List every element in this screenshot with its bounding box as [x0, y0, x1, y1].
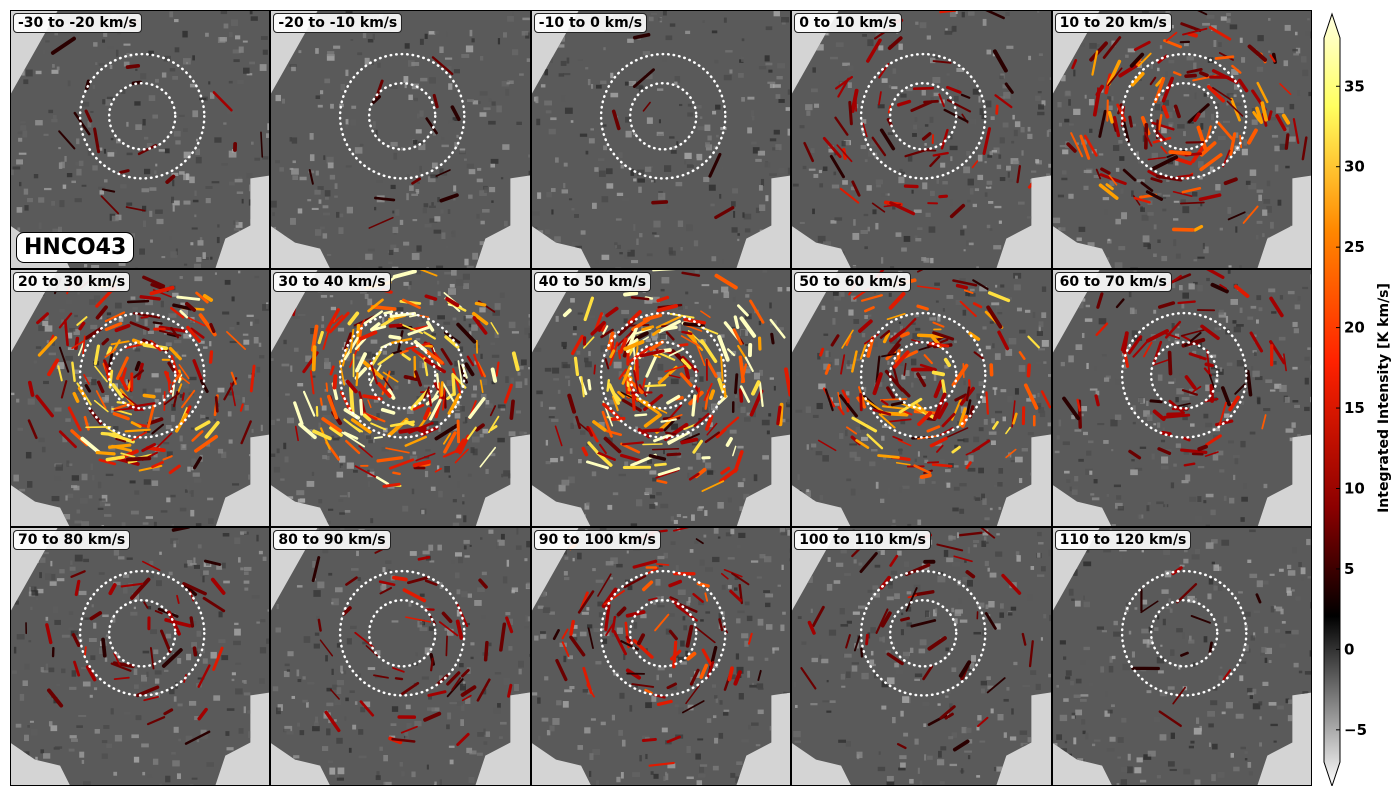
intensity-map [530, 268, 792, 528]
inner-circle [1149, 340, 1219, 410]
colorbar-tick-label: 0 [1344, 640, 1354, 658]
inner-circle [107, 599, 177, 668]
intensity-map [1051, 268, 1312, 528]
map-background [530, 10, 792, 269]
channel-panel: 60 to 70 km/s [1051, 268, 1312, 528]
colorbar-tick-label: 15 [1344, 399, 1365, 417]
channel-panel: 80 to 90 km/s [270, 527, 531, 786]
outer-circle [339, 52, 466, 180]
map-background [270, 527, 531, 786]
intensity-map [791, 527, 1052, 786]
colorbar-tick-label: 10 [1344, 479, 1365, 497]
inner-circle [628, 599, 698, 668]
velocity-label: 10 to 20 km/s [1054, 13, 1172, 33]
molecule-label: HNCO43 [16, 231, 135, 263]
colorbar: 35 30 25 20 15 10 5 0 −5 Integrated Intensity [K… [1323, 12, 1392, 786]
outer-circle [1120, 52, 1248, 180]
channel-panel: 30 to 40 km/s [270, 268, 531, 528]
outer-circle [78, 311, 206, 439]
intensity-map [791, 268, 1052, 528]
inner-circle [368, 81, 437, 151]
map-background [10, 268, 271, 528]
velocity-label: 30 to 40 km/s [273, 271, 391, 292]
velocity-label: 50 to 60 km/s [794, 271, 912, 292]
intensity-map [1051, 527, 1312, 786]
outer-circle [1120, 311, 1248, 439]
channel-panel: 50 to 60 km/s [791, 268, 1052, 528]
velocity-label: 0 to 10 km/s [794, 13, 902, 33]
colorbar-fill [1323, 12, 1341, 786]
velocity-label: 90 to 100 km/s [533, 530, 661, 551]
intensity-map [270, 268, 531, 528]
intensity-map [270, 10, 531, 269]
outer-circle [860, 52, 987, 180]
inner-circle [628, 81, 698, 151]
channel-panel: -20 to -10 km/s [270, 10, 531, 269]
velocity-label: 20 to 30 km/s [13, 271, 131, 292]
colorbar-tick-label: 30 [1344, 158, 1365, 176]
channel-panel: -10 to 0 km/s [530, 10, 792, 269]
outer-circle [860, 570, 987, 698]
map-background [530, 527, 792, 786]
outer-circle [78, 52, 206, 180]
velocity-label: -20 to -10 km/s [273, 13, 403, 33]
map-background [10, 527, 271, 786]
colorbar-tick-label: 5 [1344, 560, 1354, 578]
velocity-label: 70 to 80 km/s [13, 530, 131, 551]
intensity-map [1051, 10, 1312, 269]
outer-circle [1120, 570, 1248, 698]
colorbar-label: Integrated Intensity [K km/s] [1376, 283, 1392, 513]
channel-panel: 40 to 50 km/s [530, 268, 792, 528]
velocity-label: 60 to 70 km/s [1054, 271, 1172, 292]
outer-circle [599, 52, 727, 180]
velocity-label: -30 to -20 km/s [13, 13, 142, 33]
outer-circle [599, 311, 727, 439]
colorbar-tick-label: 25 [1344, 238, 1365, 256]
channel-panel: 100 to 110 km/s [791, 527, 1052, 786]
channel-panel: 110 to 120 km/s [1051, 527, 1312, 786]
outer-circle [339, 311, 466, 439]
intensity-map [530, 10, 792, 269]
velocity-label: 80 to 90 km/s [273, 530, 391, 551]
channel-panel: 90 to 100 km/s [530, 527, 792, 786]
map-background [270, 10, 531, 269]
intensity-map [10, 527, 271, 786]
colorbar-tick-label: 35 [1344, 77, 1365, 95]
channel-panel: 0 to 10 km/s [791, 10, 1052, 269]
channel-panel: 70 to 80 km/s [10, 527, 271, 786]
outer-circle [599, 570, 727, 698]
channel-map-grid: -30 to -20 km/s HNCO43 -20 to -10 km/s -10 … [10, 10, 1312, 786]
inner-circle [889, 81, 958, 151]
outer-circle [78, 570, 206, 698]
outer-circle [339, 570, 466, 698]
velocity-label: 110 to 120 km/s [1054, 530, 1192, 551]
inner-circle [1149, 81, 1219, 151]
inner-circle [107, 81, 177, 151]
outer-circle [860, 311, 987, 439]
intensity-map [10, 10, 271, 269]
inner-circle [889, 340, 958, 410]
inner-circle [107, 340, 177, 410]
channel-panel: 10 to 20 km/s [1051, 10, 1312, 269]
colorbar-tick-label: 20 [1344, 319, 1365, 337]
intensity-map [270, 527, 531, 786]
map-background [10, 10, 271, 269]
channel-panel: -30 to -20 km/s HNCO43 [10, 10, 271, 269]
intensity-map [530, 527, 792, 786]
inner-circle [368, 340, 437, 410]
colorbar-tick-label: −5 [1344, 721, 1367, 739]
map-background [791, 10, 1052, 269]
inner-circle [368, 599, 437, 668]
velocity-label: 100 to 110 km/s [794, 530, 931, 551]
inner-circle [889, 599, 958, 668]
intensity-map [10, 268, 271, 528]
map-background [791, 527, 1052, 786]
velocity-label: 40 to 50 km/s [533, 271, 652, 292]
channel-panel: 20 to 30 km/s [10, 268, 271, 528]
intensity-map [791, 10, 1052, 269]
velocity-label: -10 to 0 km/s [533, 13, 648, 33]
inner-circle [628, 340, 698, 410]
inner-circle [1149, 599, 1219, 668]
